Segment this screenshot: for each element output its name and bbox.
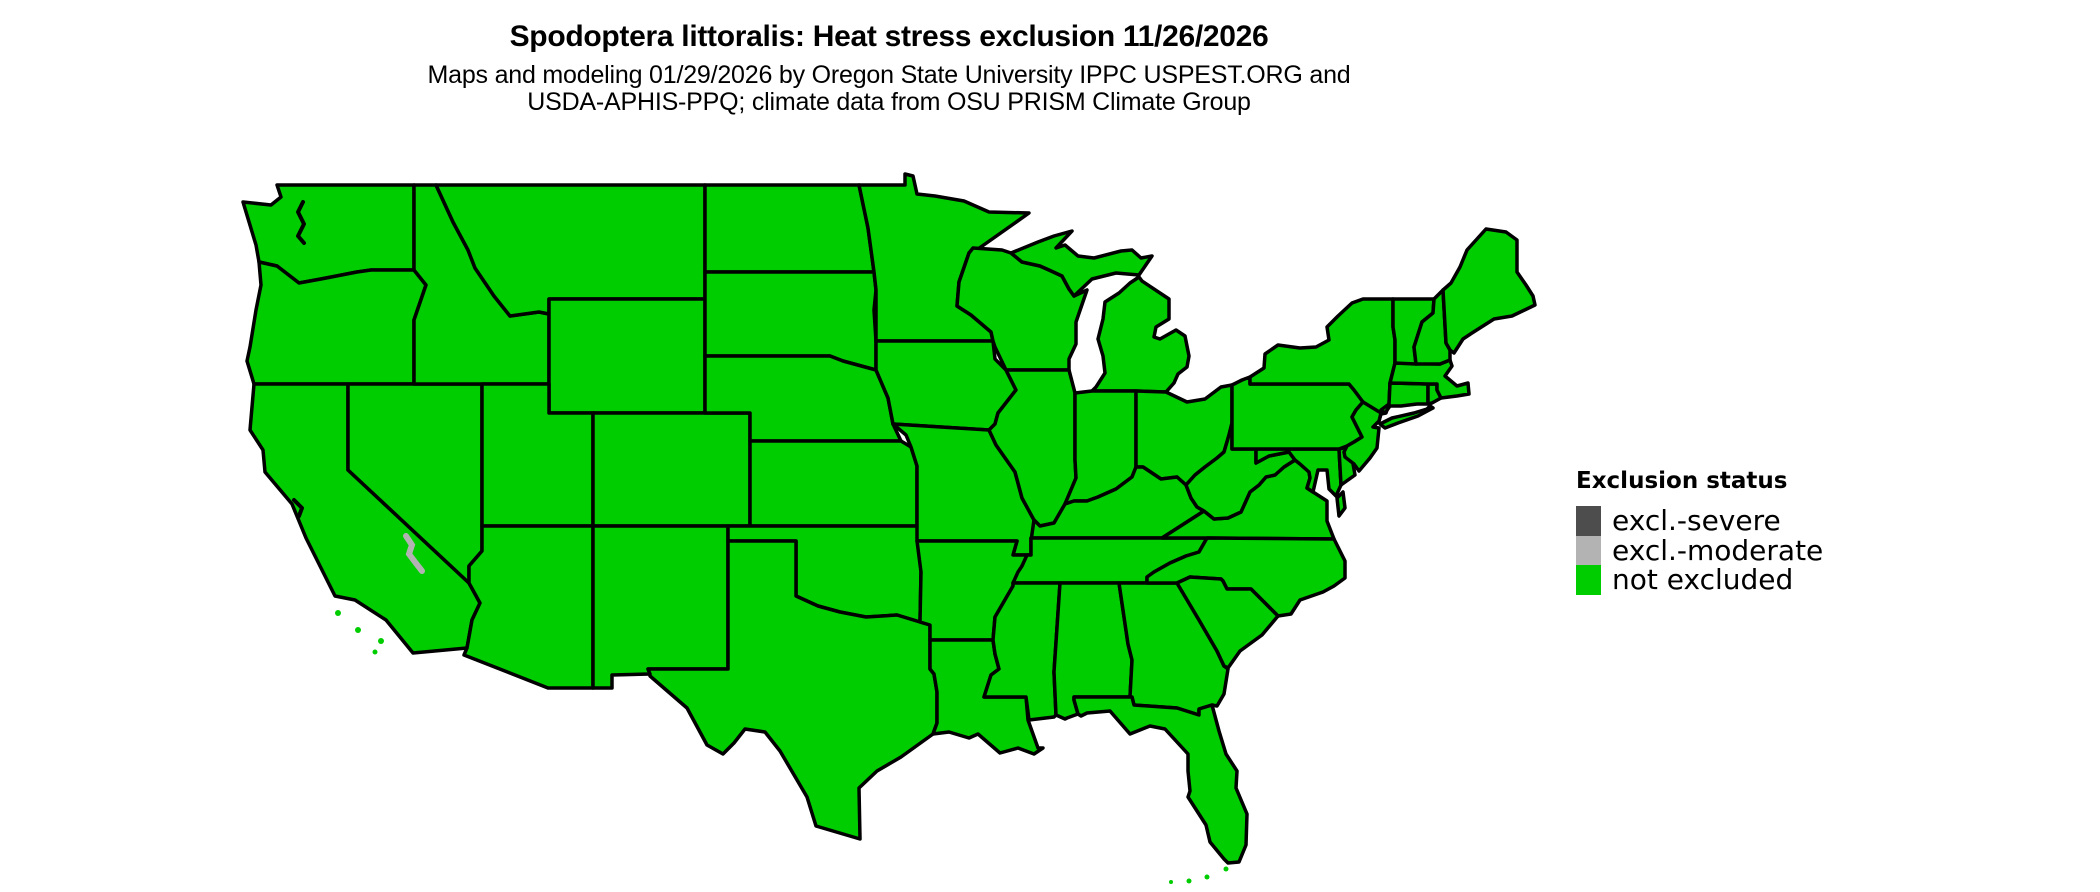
state-oregon [245, 260, 428, 386]
channel-island [335, 610, 341, 616]
state-florida [1072, 695, 1249, 865]
state-kansas [748, 439, 919, 528]
state-iowa [874, 339, 1018, 432]
long-island [1378, 404, 1435, 430]
florida-key [1204, 874, 1210, 880]
not-excluded-label: not excluded [1612, 563, 1794, 596]
state-south-carolina [1175, 575, 1280, 670]
puget-sound-detail [296, 200, 306, 245]
state-michigan-lower-peninsula [1090, 275, 1191, 394]
legend: Exclusion status excl.-severe excl.-mode… [1576, 468, 1823, 595]
legend-title: Exclusion status [1576, 468, 1788, 494]
excl-moderate-label: excl.-moderate [1612, 533, 1824, 567]
not-excluded-swatch [1576, 565, 1601, 595]
virginia-eastern-shore [1335, 490, 1347, 518]
states-group [241, 172, 1537, 865]
excl-severe-swatch [1576, 506, 1601, 536]
state-north-dakota [703, 183, 876, 274]
florida-key [1186, 878, 1192, 884]
small-islands-group [335, 610, 1229, 884]
state-texas [646, 539, 939, 841]
state-michigan-upper-peninsula [1009, 229, 1154, 298]
channel-island [372, 649, 378, 655]
florida-key [1223, 866, 1229, 872]
state-connecticut [1379, 381, 1430, 415]
channel-island [378, 638, 384, 644]
excl-severe-label: excl.-severe [1612, 504, 1781, 537]
state-wyoming [547, 297, 707, 415]
state-new-mexico [591, 524, 730, 690]
state-new-jersey [1342, 400, 1383, 473]
florida-key [1169, 880, 1173, 884]
water-detail-group [292, 200, 306, 518]
channel-island [355, 627, 361, 633]
death-valley-moderate-area [403, 533, 425, 574]
state-maryland [1254, 447, 1343, 498]
state-maine [1441, 227, 1537, 355]
figure-subtitle-line1: Maps and modeling 01/29/2026 by Oregon S… [427, 61, 1351, 89]
figure-subtitle-line2: USDA-APHIS-PPQ; climate data from OSU PR… [527, 88, 1251, 116]
state-colorado [591, 411, 752, 528]
state-arizona [462, 524, 595, 690]
state-pennsylvania [1230, 375, 1365, 451]
legend-item-excl-severe: excl.-severe [1576, 506, 1823, 536]
san-francisco-bay-detail [292, 498, 304, 518]
legend-item-excl-moderate: excl.-moderate [1576, 533, 1824, 567]
excl-moderate-swatch [1576, 535, 1601, 565]
figure-title: Spodoptera littoralis: Heat stress exclu… [509, 20, 1269, 53]
legend-item-not-excluded: not excluded [1576, 565, 1823, 595]
